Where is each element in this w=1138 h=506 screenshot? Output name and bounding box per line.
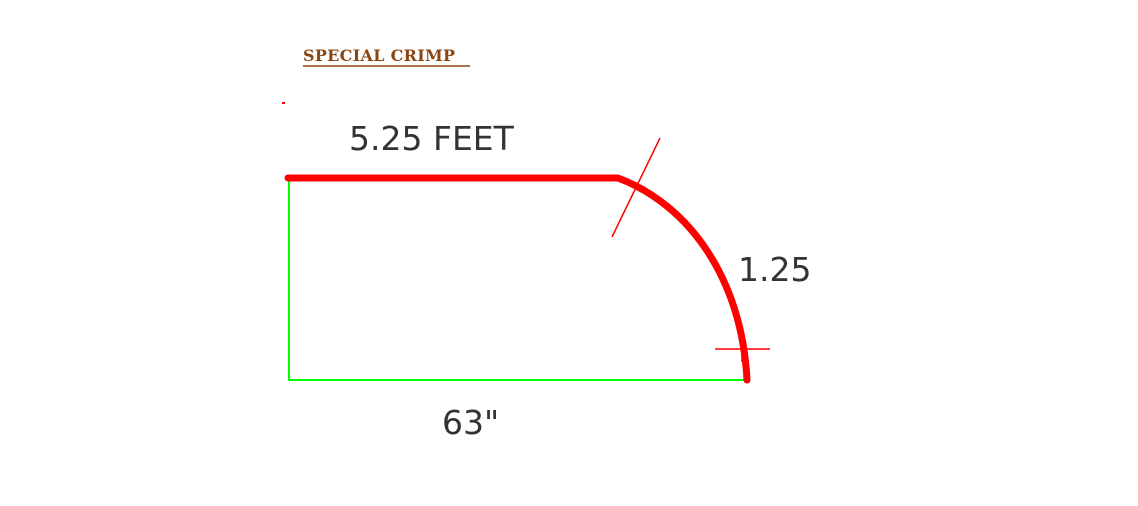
drawing-title: SPECIAL CRIMP <box>303 46 455 65</box>
top-dimension-label: 5.25 FEET <box>349 119 515 158</box>
arc-dimension-label: 1.25 <box>738 250 811 289</box>
stray-dot <box>282 102 285 104</box>
bottom-dimension-label: 63" <box>442 403 499 442</box>
tangent-tick-mark <box>611 137 661 238</box>
crimp-profile <box>284 174 751 384</box>
reference-outline <box>288 178 748 381</box>
